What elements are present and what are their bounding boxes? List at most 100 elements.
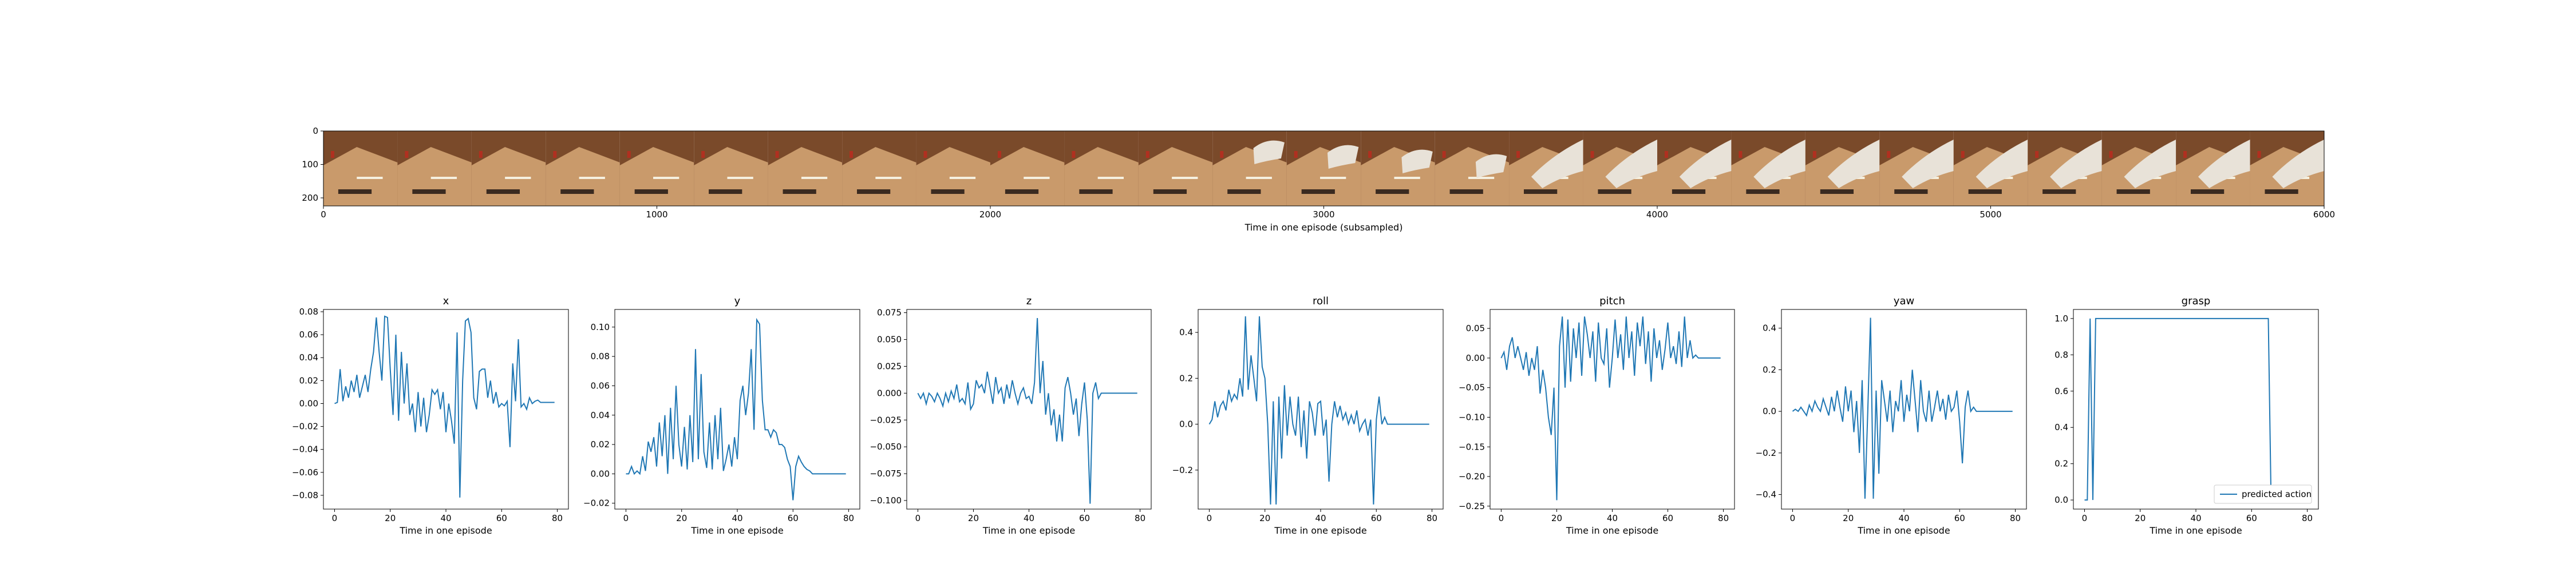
subplot-yaw: 0 20 40 60 80 −0.4 −0.2 0.0 0.2 0.4 yaw Time in one… [1756,295,2027,536]
y-tick-label: −0.4 [1756,490,1776,500]
frame-label-strip [1746,189,1780,194]
frame-robot-arm [1679,140,1732,188]
y-tick-label: −0.06 [292,467,318,478]
episode-frame [2028,131,2102,206]
series-line [917,317,1137,504]
frame-object [1294,151,1298,158]
x-tick-label: 4000 [1646,209,1668,220]
frame-label-strip [1449,189,1483,194]
frame-object [405,151,409,158]
x-tick-label: 80 [843,513,854,523]
y-tick-label: 0.000 [877,388,902,398]
episode-frame [1509,131,1583,206]
frame-robot-arm [2050,140,2102,188]
x-tick-label: 40 [2190,513,2201,523]
x-axis-label: Time in one episode [1274,525,1366,536]
x-tick-label: 0 [1499,513,1504,523]
x-tick-label: 5000 [1980,209,2001,220]
frame-object [1516,151,1520,158]
frame-label-strip [709,189,742,194]
y-tick-label: 0.0 [1763,406,1776,416]
frame-tool [1320,177,1346,179]
y-tick-label: −0.15 [1459,442,1485,452]
frame-tool [801,177,828,179]
frame-tool [727,177,753,179]
y-tick-label: 0.08 [591,351,610,362]
x-tick-label: 20 [2135,513,2146,523]
y-tick-label: −0.10 [1459,412,1485,422]
y-tick-label: 0.4 [1763,323,1776,333]
series-line [1208,316,1429,505]
frame-label-strip [1376,189,1409,194]
frame-robot-arm [1605,140,1657,188]
y-tick-label: 0.2 [1763,364,1776,375]
frame-object [479,151,483,158]
frame-label-strip [412,189,446,194]
frame-object [1887,151,1891,158]
frame-robot-arm [1327,145,1359,169]
frame-label-strip [1524,189,1558,194]
frame-object [997,151,1001,158]
frame-object [2109,151,2113,158]
frame-object [923,151,927,158]
frame-label-strip [783,189,816,194]
x-tick-label: 60 [496,513,507,523]
subplot-title: yaw [1894,295,1914,307]
y-tick-label: −0.02 [292,422,318,432]
legend-label: predicted action [2242,489,2312,499]
episode-frame [768,131,843,206]
x-tick-label: 40 [1607,513,1618,523]
subplot-title: roll [1313,295,1329,307]
y-tick-label: 0.06 [299,329,318,340]
x-tick-label: 60 [1662,513,1673,523]
x-tick-label: 60 [1954,513,1965,523]
episode-frame [546,131,620,206]
x-tick-label: 40 [1024,513,1034,523]
y-tick-label: 0.050 [877,335,902,345]
x-tick-label: 60 [2246,513,2257,523]
x-tick-label: 0 [1790,513,1796,523]
y-tick-label: 0.075 [877,308,902,318]
series-line [626,317,846,500]
episode-frame [1435,131,1510,206]
y-tick-label: 0.02 [299,375,318,386]
frame-robot-arm [1976,140,2028,188]
y-tick-label: −0.20 [1459,471,1485,482]
y-tick-label: −0.08 [292,490,318,500]
frame-label-strip [486,189,520,194]
x-tick-label: 1000 [646,209,667,220]
frame-object [627,151,631,158]
series-line [1500,316,1721,500]
frame-object [701,151,705,158]
frame-label-strip [560,189,594,194]
plot-area [614,309,860,510]
x-axis-label: Time in one episode (subsampled) [1244,222,1403,233]
frame-tool [1394,177,1420,179]
frame-robot-arm [1531,140,1583,188]
x-tick-label: 40 [1315,513,1326,523]
series-line [334,315,555,498]
plot-area [2073,309,2319,510]
y-tick-label: −0.02 [583,498,610,509]
x-tick-label: 0 [1207,513,1212,523]
frame-object [1739,151,1743,158]
subplot-title: z [1026,295,1032,307]
frame-label-strip [1968,189,2002,194]
episode-frame [2250,131,2324,206]
frame-tool [505,177,531,179]
y-tick-label: 0.04 [591,410,610,420]
y-tick-label: 100 [302,159,318,169]
y-tick-label: −0.100 [870,495,902,506]
x-tick-label: 20 [1259,513,1270,523]
y-tick-label: 0.00 [299,398,318,408]
y-tick-label: 0.6 [2055,386,2068,396]
legend-box [2214,484,2312,504]
y-tick-label: 0.05 [1466,323,1485,333]
y-tick-label: −0.075 [870,468,902,479]
frame-tool [949,177,976,179]
y-tick-label: 0.025 [877,361,902,371]
x-tick-label: 0 [623,513,629,523]
episode-frame [619,131,694,206]
plot-area [1781,309,2027,510]
